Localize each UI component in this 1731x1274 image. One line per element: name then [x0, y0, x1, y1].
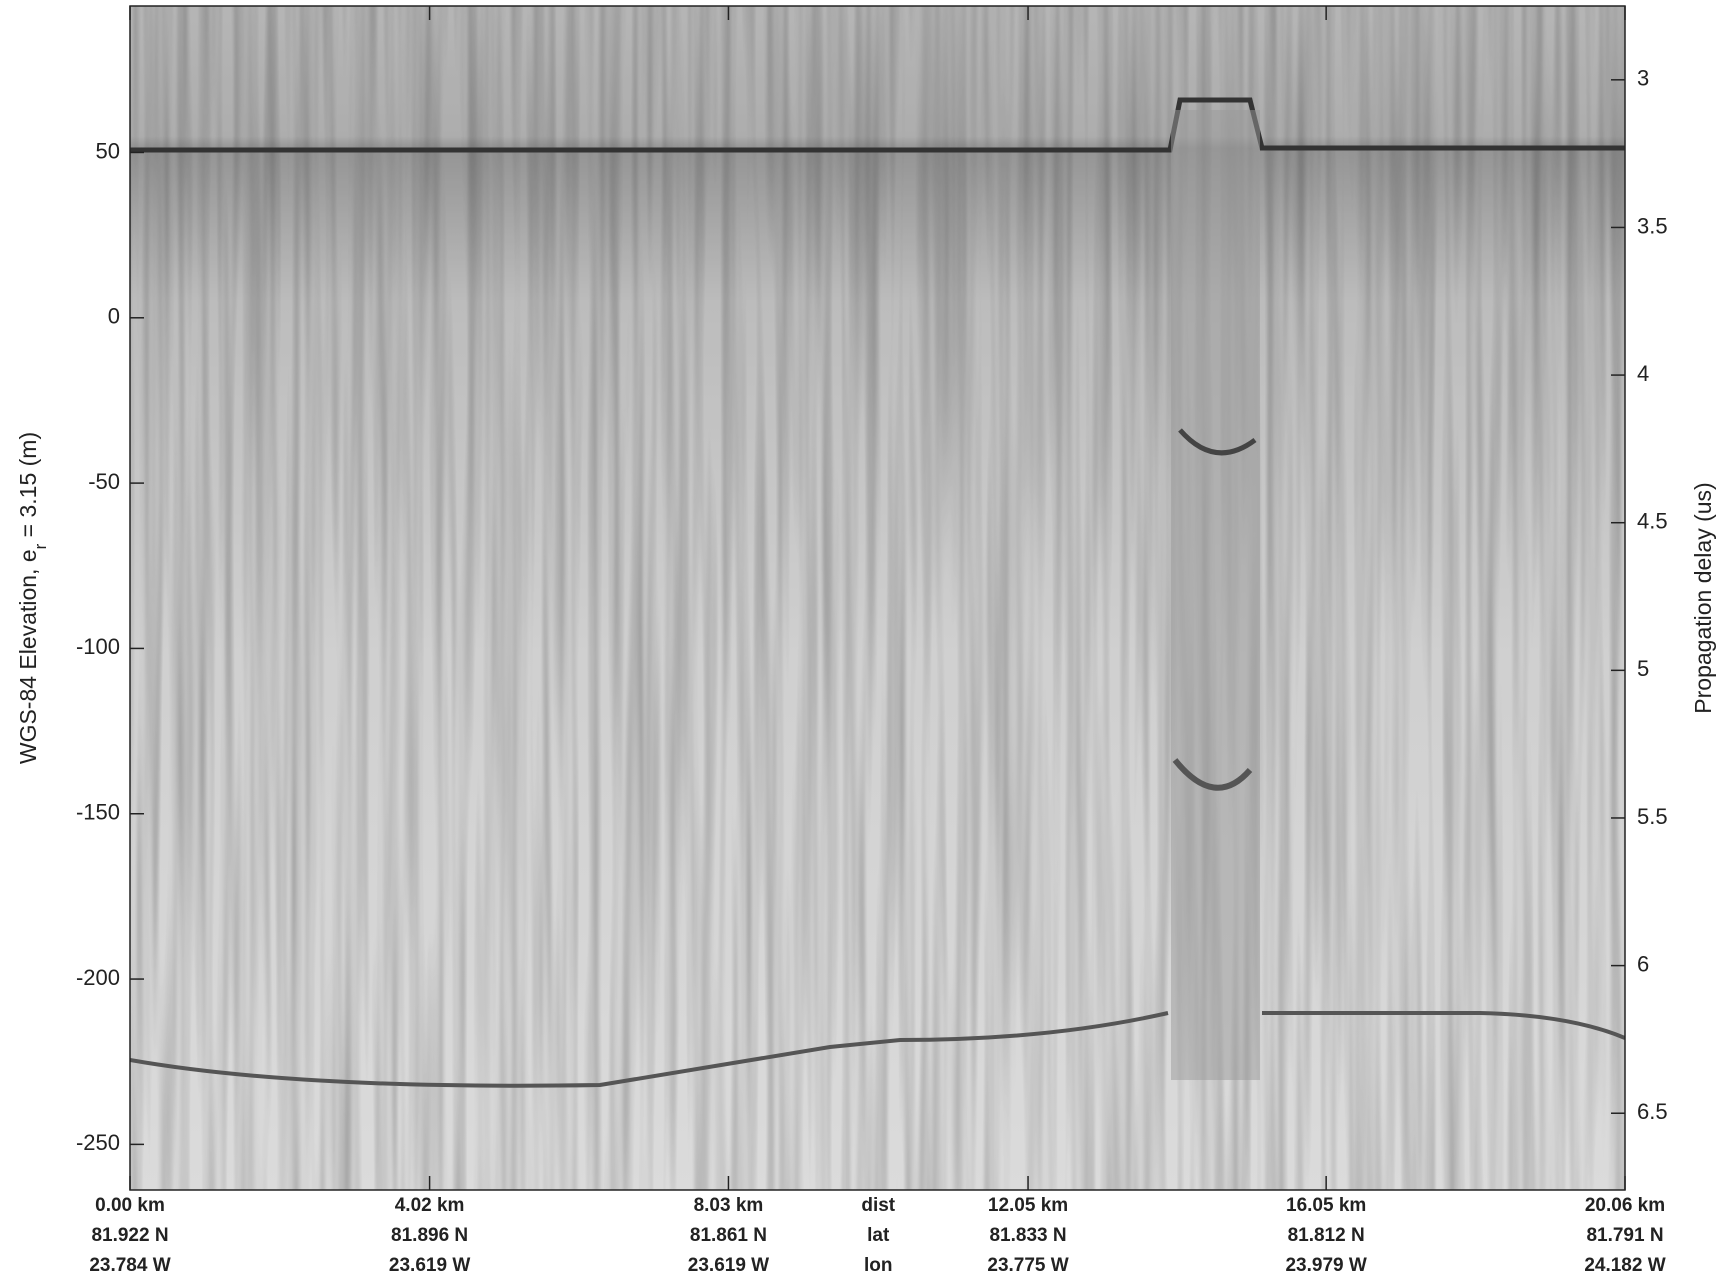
- plot-frame: [129, 5, 1626, 1191]
- y-tick-label: -50: [88, 469, 120, 494]
- y2-axis-label: Propagation delay (us): [1690, 482, 1716, 713]
- y2-tick-label: 4: [1637, 361, 1649, 386]
- y2-tick-label: 3: [1637, 66, 1649, 91]
- y-axis-label: WGS-84 Elevation, er = 3.15 (m): [15, 432, 50, 764]
- y2-tick-label: 6: [1637, 951, 1649, 976]
- lat-label: 81.922 N: [91, 1225, 168, 1246]
- y-label-subscript: r: [31, 543, 50, 549]
- y-tick-label: 50: [96, 138, 120, 163]
- row-label: dist: [861, 1195, 895, 1216]
- lon-label: 23.784 W: [89, 1255, 170, 1274]
- y2-tick-label: 5.5: [1637, 804, 1668, 829]
- y2-tick-label: 6.5: [1637, 1099, 1668, 1124]
- echogram: [130, 6, 1625, 1190]
- row-label: lat: [867, 1225, 890, 1246]
- x-tick-label: 12.05 km: [988, 1195, 1068, 1216]
- lon-label: 23.775 W: [987, 1255, 1068, 1274]
- lon-label: 23.619 W: [688, 1255, 769, 1274]
- y-tick-label: 0: [108, 304, 120, 329]
- y-tick-label: -200: [76, 965, 120, 990]
- y-tick-label: -100: [76, 634, 120, 659]
- lat-label: 81.791 N: [1586, 1225, 1663, 1246]
- y-tick-label: -250: [76, 1130, 120, 1155]
- y2-tick-label: 3.5: [1637, 213, 1668, 238]
- x-tick-label: 16.05 km: [1286, 1195, 1366, 1216]
- y-label-text: WGS-84 Elevation, e: [15, 549, 41, 764]
- y-label-rest: = 3.15 (m): [15, 432, 41, 544]
- y2-tick-label: 4.5: [1637, 509, 1668, 534]
- lat-label: 81.861 N: [690, 1225, 767, 1246]
- lon-label: 23.979 W: [1285, 1255, 1366, 1274]
- y2-tick-label: 5: [1637, 656, 1649, 681]
- x-tick-label: 20.06 km: [1585, 1195, 1665, 1216]
- lat-label: 81.833 N: [989, 1225, 1066, 1246]
- x-tick-label: 8.03 km: [694, 1195, 764, 1216]
- lat-label: 81.812 N: [1288, 1225, 1365, 1246]
- lat-label: 81.896 N: [391, 1225, 468, 1246]
- lon-label: 23.619 W: [389, 1255, 470, 1274]
- lon-label: 24.182 W: [1584, 1255, 1665, 1274]
- x-tick-label: 4.02 km: [395, 1195, 465, 1216]
- x-tick-label: 0.00 km: [95, 1195, 165, 1216]
- y-tick-label: -150: [76, 800, 120, 825]
- row-label: lon: [864, 1255, 893, 1274]
